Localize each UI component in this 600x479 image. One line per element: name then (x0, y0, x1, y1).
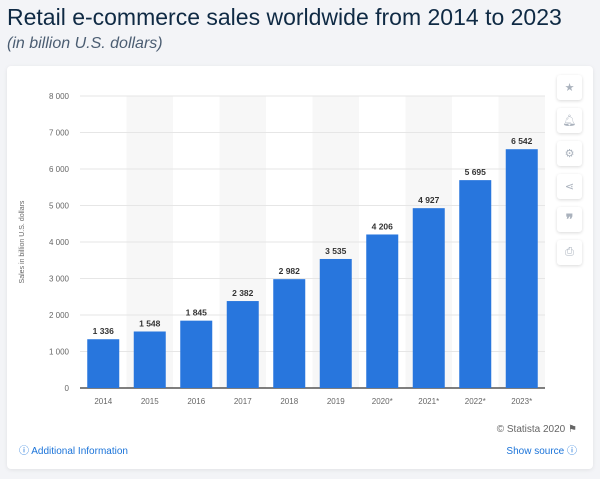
credit-text: © Statista 2020 (496, 424, 566, 435)
quote-icon[interactable]: ❞ (557, 207, 582, 232)
data-label: 4 927 (418, 195, 440, 205)
print-icon[interactable]: ⎙ (557, 240, 582, 265)
chart-title: Retail e-commerce sales worldwide from 2… (7, 4, 562, 30)
y-axis-label: Sales in billion U.S. dollars (19, 200, 26, 283)
show-source-link[interactable]: Show source ⓘ (506, 442, 577, 457)
y-tick-label: 4 000 (49, 238, 70, 247)
bar (459, 180, 492, 388)
bar (226, 301, 259, 388)
y-tick-label: 5 000 (49, 202, 70, 211)
data-label: 2 982 (279, 266, 301, 276)
bar (87, 339, 120, 388)
bar (180, 320, 213, 388)
y-tick-label: 1 000 (49, 348, 70, 357)
x-tick-label: 2021* (418, 397, 439, 406)
data-label: 4 206 (372, 221, 394, 231)
x-tick-label: 2017 (234, 397, 252, 406)
data-label: 1 548 (139, 318, 161, 328)
bar (366, 234, 399, 388)
additional-info-link[interactable]: ⓘ Additional Information (19, 442, 128, 457)
flag-icon: ⚑ (568, 424, 577, 435)
bar (412, 208, 445, 388)
bar (319, 258, 352, 388)
bar (505, 149, 538, 388)
x-tick-label: 2019 (327, 397, 345, 406)
data-label: 3 535 (325, 246, 347, 256)
bar (273, 279, 306, 388)
data-label: 5 695 (465, 167, 487, 177)
bar-chart: 0 1 000 2 000 3 000 4 000 5 000 6 000 7 000 8 00… (19, 92, 545, 406)
x-tick-label: 2018 (280, 397, 298, 406)
y-tick-label: 6 000 (49, 165, 70, 174)
data-label: 1 845 (186, 308, 208, 318)
y-tick-label: 0 (65, 384, 70, 393)
gear-icon[interactable]: ⚙ (557, 141, 582, 166)
chart-card: 0 1 000 2 000 3 000 4 000 5 000 6 000 7 000 8 00… (7, 66, 593, 469)
data-label: 2 382 (232, 288, 254, 298)
data-label: 1 336 (93, 326, 115, 336)
y-tick-label: 7 000 (49, 129, 70, 138)
x-tick-label: 2016 (187, 397, 205, 406)
info-icon: ⓘ (19, 446, 29, 457)
show-source-label: Show source (506, 446, 565, 457)
y-tick-label: 2 000 (49, 311, 70, 320)
x-tick-label: 2022* (465, 397, 486, 406)
x-tick-label: 2014 (94, 397, 112, 406)
share-icon[interactable]: ⋖ (557, 174, 582, 199)
bar (133, 331, 166, 388)
star-icon[interactable]: ★ (557, 75, 582, 100)
info-icon: ⓘ (567, 446, 577, 457)
x-tick-label: 2020* (372, 397, 393, 406)
y-tick-label: 3 000 (49, 275, 70, 284)
chart-subtitle: (in billion U.S. dollars) (7, 35, 163, 52)
data-label: 6 542 (511, 136, 533, 146)
y-tick-label: 8 000 (49, 92, 70, 101)
bell-icon[interactable]: 🔔︎ (557, 108, 582, 133)
x-tick-label: 2015 (141, 397, 159, 406)
x-tick-label: 2023* (511, 397, 532, 406)
statista-credit[interactable]: © Statista 2020 ⚑ (497, 424, 577, 435)
additional-info-label: Additional Information (31, 446, 128, 457)
